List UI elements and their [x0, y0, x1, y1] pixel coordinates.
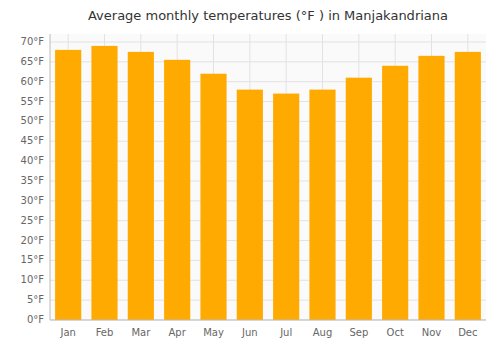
x-tick-label: Feb [96, 327, 114, 338]
chart-svg: 0°F 5°F 10°F 15°F 20°F 25°F 30°F 35°F 40°F 45°F 50… [0, 0, 500, 350]
grid [50, 34, 486, 320]
bar [91, 46, 117, 320]
bar [382, 66, 408, 320]
x-tick-label: Apr [169, 327, 187, 338]
y-tick-label: 35°F [21, 175, 45, 186]
x-tick-label: Nov [422, 327, 442, 338]
y-tick-label: 10°F [21, 274, 45, 285]
y-tick-label: 40°F [21, 155, 45, 166]
y-tick-label: 70°F [21, 36, 45, 47]
y-tick-label: 5°F [27, 294, 44, 305]
x-tick-label: Aug [313, 327, 333, 338]
y-tick-label: 65°F [21, 56, 45, 67]
y-tick-label: 25°F [21, 215, 45, 226]
bar [237, 90, 263, 320]
y-tick-label: 50°F [21, 115, 45, 126]
bar [200, 74, 226, 320]
bars [55, 46, 481, 320]
y-tick-label: 30°F [21, 195, 45, 206]
x-axis-line [50, 320, 486, 321]
y-tick-label: 0°F [27, 314, 44, 325]
y-tick-label: 20°F [21, 235, 45, 246]
bar [273, 94, 299, 320]
plot-area [50, 34, 486, 320]
x-tick-label: Jul [279, 327, 292, 338]
bar [309, 90, 335, 320]
y-tick-label: 15°F [21, 254, 45, 265]
y-tick-label: 55°F [21, 96, 45, 107]
y-tick-label: 45°F [21, 135, 45, 146]
x-tick-label: Mar [131, 327, 151, 338]
bar [55, 50, 81, 320]
bar [455, 52, 481, 320]
title: Average monthly temperatures (°F ) in Ma… [88, 8, 448, 23]
bar [128, 52, 154, 320]
chart-container: 0°F 5°F 10°F 15°F 20°F 25°F 30°F 35°F 40°F 45°F 50… [0, 0, 500, 350]
y-tick-label: 60°F [21, 76, 45, 87]
bar [164, 60, 190, 320]
bar [346, 78, 372, 320]
bar [418, 56, 444, 320]
y-axis-line [50, 34, 51, 320]
y-grid-line [50, 320, 486, 321]
x-tick-label: Sep [349, 327, 368, 338]
x-tick-label: Jan [59, 327, 75, 338]
x-tick-label: Dec [458, 327, 477, 338]
x-tick-label: May [203, 327, 224, 338]
x-tick-label: Oct [387, 327, 404, 338]
x-tick-label: Jun [241, 327, 258, 338]
y-grid-line [50, 41, 486, 42]
background [0, 0, 500, 350]
